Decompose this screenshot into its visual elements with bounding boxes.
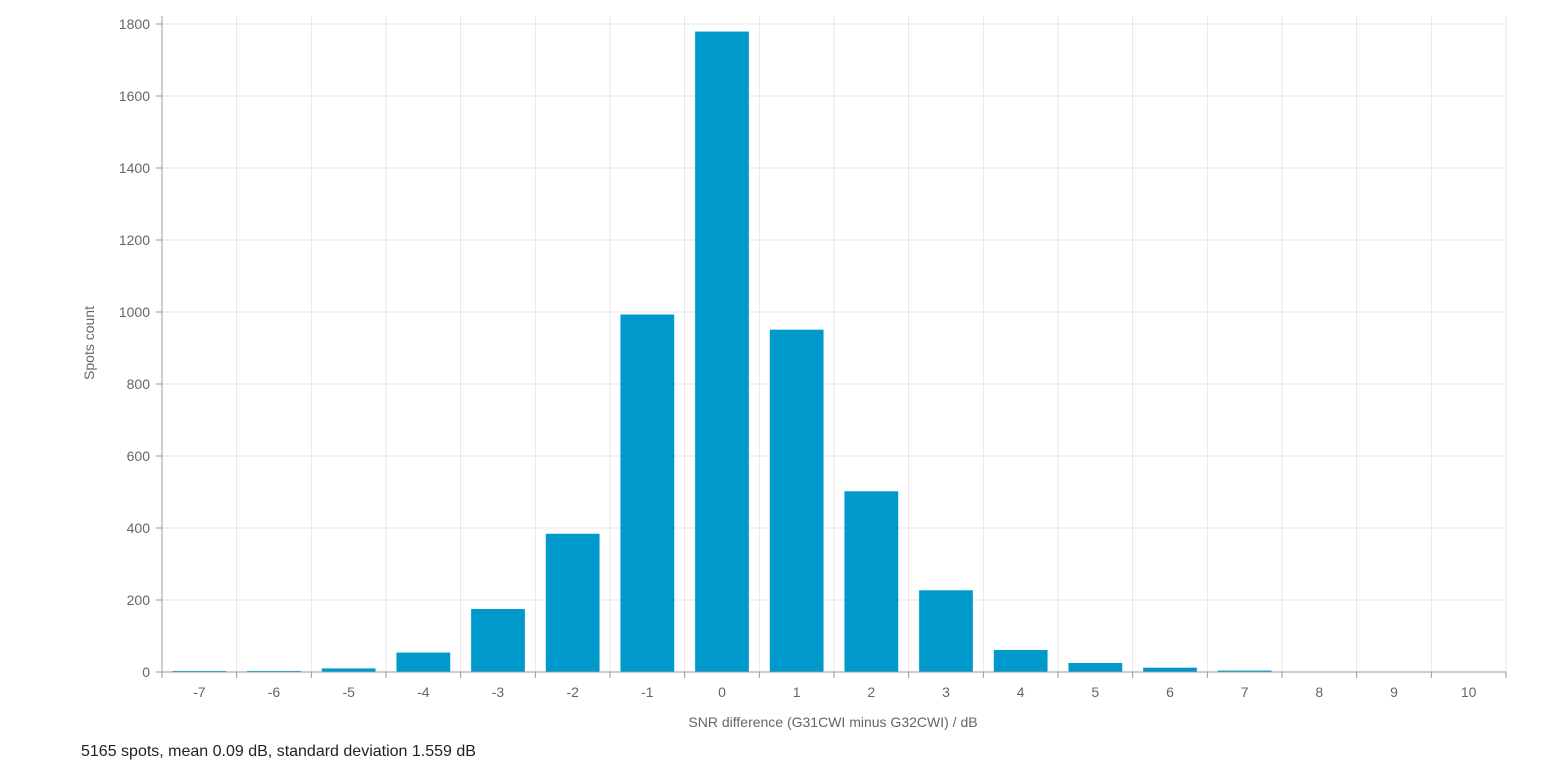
bar-7 [1217, 670, 1272, 672]
bar-6 [1143, 667, 1197, 672]
y-tick-label: 600 [127, 448, 151, 464]
x-tick-label: 5 [1091, 684, 1099, 700]
bar--5 [321, 668, 376, 672]
x-tick-label: 6 [1166, 684, 1174, 700]
axes [156, 16, 1507, 678]
x-axis-title: SNR difference (G31CWI minus G32CWI) / d… [688, 714, 977, 730]
y-tick-label: 200 [127, 592, 151, 608]
x-tick-label: -2 [566, 684, 579, 700]
bar-4 [993, 650, 1048, 672]
x-tick-label: 1 [793, 684, 801, 700]
bar--1 [620, 314, 675, 672]
bar-5 [1068, 663, 1123, 672]
bar--4 [396, 652, 451, 672]
y-tick-label: 1000 [119, 304, 150, 320]
x-tick-label: -1 [641, 684, 654, 700]
x-tick-label: 8 [1315, 684, 1323, 700]
tick-labels: 0 200 400 600 800 1000 1200 1400 1600 1800 -7 -6 -5 -… [119, 16, 1477, 700]
bar-2 [844, 491, 899, 672]
bar-0 [695, 31, 749, 673]
x-tick-label: 0 [718, 684, 726, 700]
x-tick-label: 7 [1241, 684, 1249, 700]
grid-lines [161, 16, 1507, 673]
x-tick-label: -3 [492, 684, 505, 700]
y-tick-label: 0 [142, 664, 150, 680]
bars [172, 31, 1496, 673]
bar--2 [545, 533, 600, 672]
x-tick-label: -4 [417, 684, 430, 700]
y-axis-title: Spots count [81, 306, 97, 380]
bar-1 [769, 329, 824, 672]
y-tick-label: 1800 [119, 16, 150, 32]
x-tick-label: 2 [867, 684, 875, 700]
y-tick-label: 1600 [119, 88, 150, 104]
bar--3 [471, 609, 525, 672]
y-tick-label: 1400 [119, 160, 150, 176]
summary-text: 5165 spots, mean 0.09 dB, standard devia… [81, 743, 476, 760]
x-tick-label: 4 [1017, 684, 1025, 700]
bar--6 [247, 670, 301, 672]
x-tick-label: 3 [942, 684, 950, 700]
x-tick-label: -6 [268, 684, 281, 700]
bar-3 [919, 590, 973, 672]
y-tick-label: 800 [127, 376, 151, 392]
x-tick-label: -7 [193, 684, 206, 700]
bar--7 [172, 670, 227, 672]
x-tick-label: -5 [342, 684, 355, 700]
y-tick-label: 1200 [119, 232, 150, 248]
x-tick-label: 9 [1390, 684, 1398, 700]
x-tick-label: 10 [1461, 684, 1477, 700]
y-tick-label: 400 [127, 520, 151, 536]
